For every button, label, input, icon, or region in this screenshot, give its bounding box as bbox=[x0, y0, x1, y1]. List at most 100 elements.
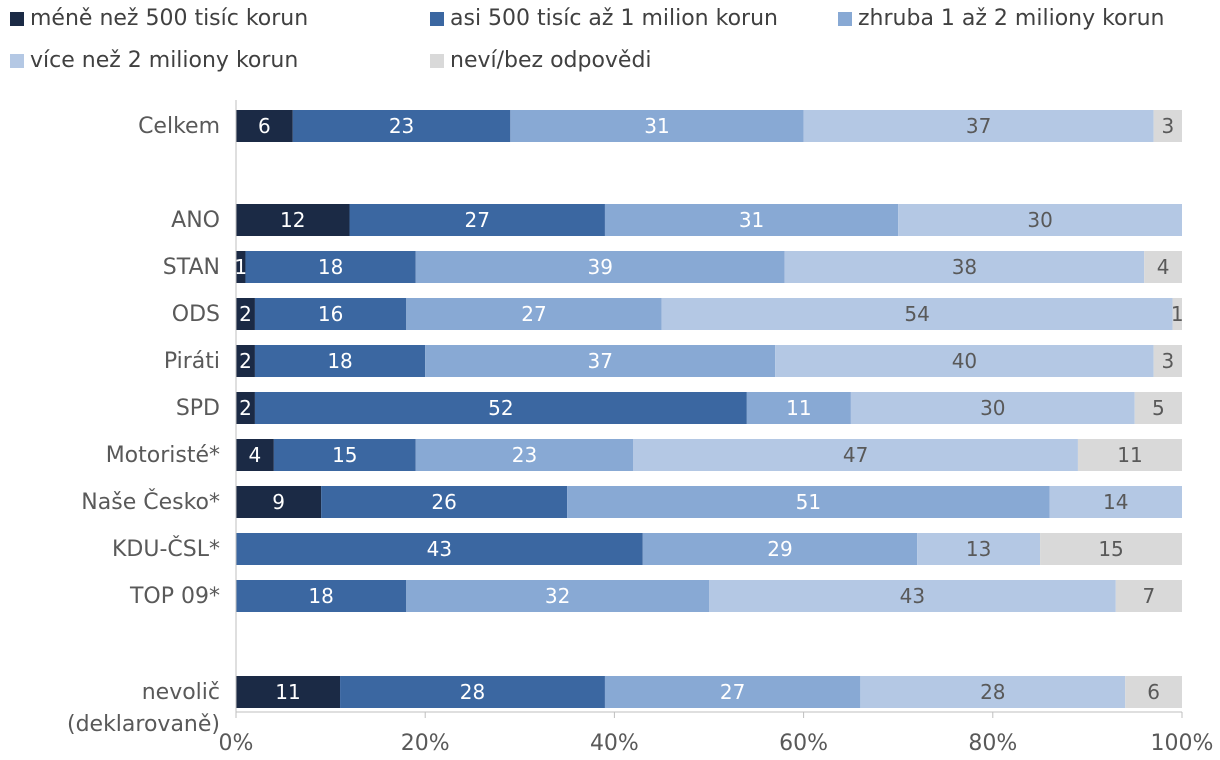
category-label: ODS bbox=[172, 302, 220, 327]
bar-segment bbox=[415, 439, 634, 471]
data-label: 6 bbox=[258, 114, 271, 138]
legend: méně než 500 tisíc korun asi 500 tisíc až… bbox=[10, 6, 1210, 96]
data-label: 9 bbox=[272, 490, 285, 514]
bar-segment bbox=[406, 298, 662, 330]
legend-swatch bbox=[838, 11, 852, 26]
bar-segment bbox=[604, 204, 899, 236]
data-label: 30 bbox=[980, 396, 1005, 420]
data-label: 16 bbox=[318, 302, 343, 326]
bar-segment bbox=[415, 251, 785, 283]
bar-segment bbox=[784, 251, 1145, 283]
data-label: 7 bbox=[1143, 584, 1156, 608]
bar-segment bbox=[236, 298, 255, 330]
data-label: 1 bbox=[1171, 302, 1184, 326]
bar-segment bbox=[510, 110, 804, 142]
bar-segment bbox=[292, 110, 511, 142]
data-label: 39 bbox=[587, 255, 612, 279]
data-label: 52 bbox=[488, 396, 513, 420]
bar-segment bbox=[236, 251, 246, 283]
data-label: 11 bbox=[275, 680, 300, 704]
data-label: 2 bbox=[239, 396, 252, 420]
legend-item: zhruba 1 až 2 miliony korun bbox=[838, 6, 1164, 31]
bar-segment bbox=[406, 580, 709, 612]
data-label: 26 bbox=[431, 490, 456, 514]
legend-swatch bbox=[10, 53, 24, 68]
x-tick-label: 20% bbox=[401, 731, 450, 756]
data-label: 18 bbox=[327, 349, 352, 373]
bar-segment bbox=[917, 533, 1041, 565]
data-label: 15 bbox=[332, 443, 357, 467]
data-label: 51 bbox=[796, 490, 821, 514]
data-label: 18 bbox=[318, 255, 343, 279]
data-label: 23 bbox=[389, 114, 414, 138]
bar-segment bbox=[236, 392, 255, 424]
data-label: 28 bbox=[460, 680, 485, 704]
data-label: 4 bbox=[249, 443, 262, 467]
data-label: 27 bbox=[720, 680, 745, 704]
bar-segment bbox=[236, 439, 274, 471]
data-label: 47 bbox=[843, 443, 868, 467]
legend-item: méně než 500 tisíc korun bbox=[10, 6, 308, 31]
data-label: 37 bbox=[587, 349, 612, 373]
category-label: TOP 09* bbox=[129, 584, 220, 609]
data-label: 13 bbox=[966, 537, 991, 561]
data-label: 38 bbox=[952, 255, 977, 279]
legend-item: neví/bez odpovědi bbox=[430, 48, 652, 73]
bar-segment bbox=[1153, 345, 1182, 377]
data-label: 3 bbox=[1161, 349, 1174, 373]
legend-label: asi 500 tisíc až 1 milion korun bbox=[450, 6, 778, 31]
bar-segment bbox=[245, 251, 416, 283]
x-tick-label: 0% bbox=[219, 731, 254, 756]
category-label: Celkem bbox=[138, 114, 220, 139]
legend-item: asi 500 tisíc až 1 milion korun bbox=[430, 6, 778, 31]
legend-label: více než 2 miliony korun bbox=[30, 48, 299, 73]
legend-swatch bbox=[430, 53, 444, 68]
data-label: 11 bbox=[1117, 443, 1142, 467]
category-label: Piráti bbox=[164, 349, 220, 374]
bar-segment bbox=[425, 345, 776, 377]
bar-segment bbox=[803, 110, 1154, 142]
bar-segment bbox=[321, 486, 568, 518]
x-tick-label: 100% bbox=[1151, 731, 1214, 756]
legend-swatch bbox=[430, 11, 444, 26]
x-tick-label: 80% bbox=[968, 731, 1017, 756]
bar-segment bbox=[236, 204, 350, 236]
bar-segment bbox=[236, 345, 255, 377]
bar-segment bbox=[567, 486, 1050, 518]
data-label: 3 bbox=[1161, 114, 1174, 138]
category-label: SPD bbox=[176, 396, 220, 421]
legend-swatch bbox=[10, 11, 24, 26]
data-label: 6 bbox=[1147, 680, 1160, 704]
bar-segment bbox=[661, 298, 1173, 330]
bar-segment bbox=[1144, 251, 1182, 283]
bar-segment bbox=[254, 345, 426, 377]
bar-segment bbox=[1077, 439, 1182, 471]
data-label: 1 bbox=[234, 255, 247, 279]
bar-segment bbox=[236, 676, 341, 708]
bar-segment bbox=[1115, 580, 1182, 612]
data-label: 23 bbox=[512, 443, 537, 467]
bar-segment bbox=[1125, 676, 1182, 708]
data-label: 18 bbox=[308, 584, 333, 608]
bar-segment bbox=[349, 204, 605, 236]
data-label: 11 bbox=[786, 396, 811, 420]
bar-segment bbox=[1153, 110, 1182, 142]
bar-segment bbox=[1172, 298, 1182, 330]
legend-label: zhruba 1 až 2 miliony korun bbox=[858, 6, 1165, 31]
category-label: STAN bbox=[163, 255, 220, 280]
bar-segment bbox=[254, 392, 747, 424]
data-label: 15 bbox=[1098, 537, 1123, 561]
category-label: (deklarovaně) bbox=[67, 712, 220, 737]
data-label: 30 bbox=[1027, 208, 1052, 232]
legend-label: neví/bez odpovědi bbox=[450, 48, 652, 73]
bar-segment bbox=[642, 533, 918, 565]
category-label: ANO bbox=[171, 208, 220, 233]
category-label: nevolič bbox=[142, 680, 220, 705]
data-label: 5 bbox=[1152, 396, 1165, 420]
data-label: 40 bbox=[952, 349, 977, 373]
data-label: 43 bbox=[900, 584, 925, 608]
bar-segment bbox=[236, 533, 643, 565]
bar-segment bbox=[709, 580, 1116, 612]
bar-segment bbox=[340, 676, 605, 708]
